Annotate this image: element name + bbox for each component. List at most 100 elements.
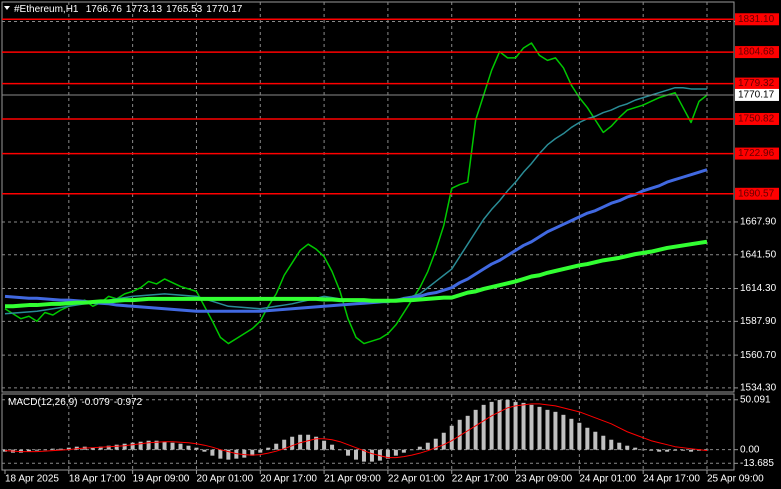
- level-label-box: [735, 187, 779, 200]
- header-value: 1773.13: [126, 4, 163, 15]
- level-label: 1750.82: [738, 114, 775, 125]
- macd-bar: [266, 447, 271, 450]
- grid: [2, 2, 738, 474]
- macd-bar: [338, 449, 343, 451]
- macd-bar: [545, 409, 550, 450]
- macd-bar: [258, 449, 263, 453]
- signal-line: [4, 403, 708, 459]
- macd-bar: [114, 444, 119, 450]
- macd-bar: [665, 449, 670, 452]
- x-tick-label: 25 Apr 09:00: [707, 474, 764, 485]
- macd-bar: [425, 442, 430, 450]
- x-tick-label: 22 Apr 17:00: [452, 474, 509, 485]
- header-value: -0.079: [81, 397, 110, 408]
- macd-bar: [585, 427, 590, 450]
- x-tick-label: 18 Apr 17:00: [69, 474, 126, 485]
- level-label-box: [735, 46, 779, 59]
- y-tick-label: 50.091: [740, 394, 771, 405]
- macd-bar: [58, 448, 63, 450]
- macd-bar: [673, 449, 678, 451]
- price-panel-frame: [1, 1, 735, 393]
- level-label: 1690.57: [738, 188, 775, 199]
- header-value: 1770.17: [206, 4, 243, 15]
- macd-bar: [250, 449, 255, 456]
- price-line: [5, 239, 708, 309]
- macd-bar: [306, 434, 311, 450]
- macd-bar: [130, 442, 135, 450]
- level-label-box: [735, 112, 779, 125]
- macd-bar: [98, 446, 103, 450]
- macd-bar: [242, 449, 247, 458]
- macd-bar: [473, 409, 478, 450]
- header-value: 1766.76: [86, 4, 123, 15]
- macd-bar: [346, 449, 351, 456]
- macd-bar: [282, 439, 287, 450]
- macd-bar: [457, 419, 462, 450]
- macd-bar: [330, 444, 335, 450]
- macd-bar: [314, 436, 319, 450]
- macd-bar: [274, 443, 279, 450]
- x-tick-label: 24 Apr 17:00: [643, 474, 700, 485]
- y-tick-label: 0.00: [740, 444, 760, 455]
- macd-bar: [489, 401, 494, 450]
- macd-bar: [649, 449, 654, 451]
- plot: [2, 18, 734, 462]
- y-tick-label: 1614.30: [740, 283, 777, 294]
- macd-panel-frame: [1, 393, 735, 471]
- macd-bar: [369, 449, 374, 462]
- header-title: #Ethereum,H1: [14, 4, 79, 15]
- macd-bar: [497, 399, 502, 450]
- macd-bar: [210, 449, 215, 456]
- macd-bar: [361, 449, 366, 462]
- labels: 18 Apr 2025 18 Apr 17:00 19 Apr 09:00 20 Ap…: [5, 13, 779, 485]
- macd-bar: [465, 415, 470, 450]
- level-label-box: [735, 13, 779, 26]
- macd-bar: [66, 447, 71, 450]
- macd-bar: [441, 432, 446, 450]
- macd-bar: [681, 449, 686, 451]
- macd-bar: [154, 440, 159, 450]
- y-tick-label: 1560.70: [740, 350, 777, 361]
- y-tick-label: -13.685: [740, 458, 774, 469]
- macd-bar: [42, 449, 47, 451]
- header-value: -0.972: [114, 397, 143, 408]
- macd-bar: [290, 436, 295, 450]
- price-line: [4, 42, 708, 345]
- macd-bar: [393, 449, 398, 456]
- macd-bar: [385, 449, 390, 459]
- macd-bar: [322, 440, 327, 450]
- macd-bar: [593, 431, 598, 450]
- header-value: 1765.53: [166, 4, 203, 15]
- macd-bar: [577, 422, 582, 450]
- macd-bar: [186, 445, 191, 450]
- macd-bar: [609, 439, 614, 450]
- macd-bar: [641, 449, 646, 451]
- macd-bar: [521, 402, 526, 450]
- macd-bar: [633, 447, 638, 450]
- macd-bar: [657, 449, 662, 452]
- macd-bar: [417, 446, 422, 450]
- y-tick-label: 1641.50: [740, 249, 777, 260]
- x-tick-label: 23 Apr 09:00: [516, 474, 573, 485]
- macd-bar: [569, 418, 574, 450]
- macd-bar: [705, 449, 709, 451]
- macd-bar: [162, 441, 167, 450]
- menu-icon[interactable]: [4, 6, 10, 10]
- macd-bar: [449, 425, 454, 450]
- level-label-box: [735, 147, 779, 160]
- level-label: 1804.68: [738, 47, 775, 58]
- y-tick-label: 1667.90: [740, 217, 777, 228]
- macd-bar: [537, 406, 542, 450]
- macd-bar: [505, 399, 510, 450]
- macd-bar: [513, 401, 518, 450]
- macd-bar: [194, 447, 199, 450]
- y-tick-label: 1587.90: [740, 316, 777, 327]
- macd-bar: [26, 449, 31, 452]
- x-tick-label: 20 Apr 01:00: [196, 474, 253, 485]
- x-tick-label: 18 Apr 2025: [5, 474, 59, 485]
- macd-bar: [409, 449, 414, 451]
- macd-bar: [625, 445, 630, 450]
- x-tick-label: 19 Apr 09:00: [133, 474, 190, 485]
